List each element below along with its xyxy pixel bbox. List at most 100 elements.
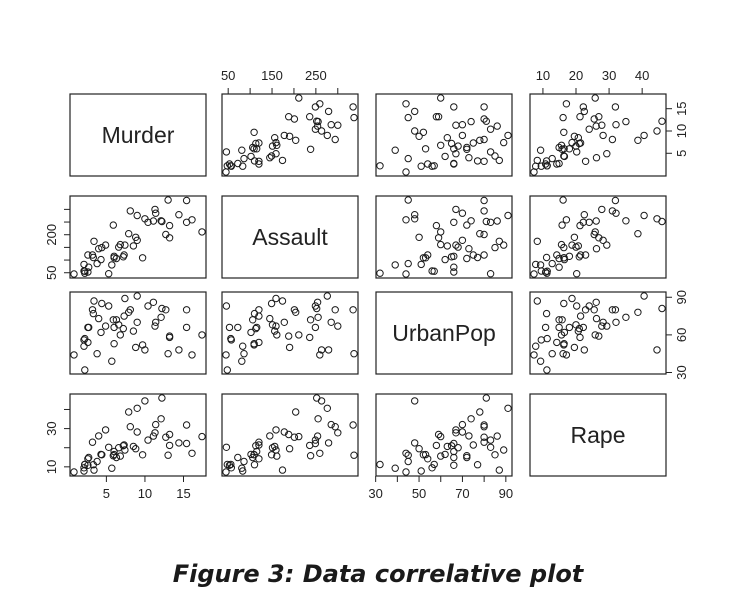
point-murder-rape-29: [568, 138, 576, 147]
point-assault-urbanpop-19: [452, 205, 460, 214]
panel-assault-rape: [529, 195, 667, 279]
point-urbanpop-assault-24: [280, 318, 288, 326]
point-rape-urbanpop-10: [486, 443, 495, 451]
tick-label-right-murder: 10: [674, 124, 689, 138]
point-murder-urbanpop-29: [500, 138, 508, 147]
point-assault-murder-23: [188, 216, 196, 224]
point-rape-urbanpop-47: [391, 464, 399, 472]
point-assault-rape-29: [568, 241, 576, 249]
point-urbanpop-assault-44: [223, 366, 232, 374]
point-rape-murder-40: [93, 457, 101, 466]
point-assault-murder-0: [165, 221, 174, 230]
point-rape-assault-49: [273, 452, 281, 460]
point-assault-rape-26: [560, 255, 569, 264]
point-rape-assault-20: [267, 451, 276, 459]
point-rape-assault-32: [350, 451, 358, 459]
point-rape-urbanpop-30: [458, 420, 467, 429]
point-urbanpop-assault-8: [349, 306, 357, 314]
point-urbanpop-murder-9: [198, 331, 206, 339]
tick-label-bottom-urbanpop: 70: [455, 486, 469, 501]
point-assault-rape-18: [532, 260, 540, 269]
point-assault-murder-33: [70, 270, 78, 278]
variable-label-assault: Assault: [252, 224, 328, 250]
point-rape-urbanpop-29: [500, 446, 508, 454]
point-urbanpop-rape-0: [576, 333, 584, 342]
point-assault-rape-46: [592, 245, 601, 253]
point-rape-assault-37: [249, 453, 257, 462]
point-rape-murder-37: [112, 453, 121, 462]
point-urbanpop-assault-38: [278, 297, 287, 305]
point-rape-urbanpop-12: [486, 436, 495, 444]
point-urbanpop-murder-28: [80, 336, 88, 344]
point-rape-urbanpop-41: [434, 430, 443, 439]
point-murder-urbanpop-42: [480, 115, 488, 123]
point-murder-urbanpop-19: [452, 121, 460, 129]
tick-label-right-urbanpop: 90: [674, 290, 689, 304]
point-murder-urbanpop-34: [469, 139, 477, 147]
point-urbanpop-assault-49: [273, 331, 281, 339]
point-urbanpop-rape-2: [608, 306, 617, 314]
point-urbanpop-murder-23: [188, 351, 196, 359]
point-rape-assault-46: [266, 432, 274, 440]
point-rape-assault-40: [240, 457, 248, 466]
point-assault-rape-40: [548, 259, 556, 268]
point-murder-urbanpop-32: [404, 113, 412, 122]
point-murder-assault-39: [324, 107, 333, 116]
point-assault-murder-43: [88, 251, 97, 259]
figure-caption: Figure 3: Data correlative plot: [172, 560, 584, 588]
point-rape-assault-12: [311, 436, 320, 444]
point-urbanpop-rape-43: [581, 306, 590, 314]
point-rape-murder-39: [175, 439, 183, 447]
point-urbanpop-murder-30: [152, 318, 160, 326]
point-murder-urbanpop-30: [458, 121, 467, 129]
point-assault-rape-21: [622, 217, 630, 225]
point-murder-rape-15: [565, 145, 574, 153]
point-rape-urbanpop-4: [504, 404, 512, 412]
point-murder-rape-36: [603, 150, 611, 158]
point-rape-murder-42: [162, 433, 170, 441]
point-rape-murder-24: [133, 428, 141, 436]
point-murder-assault-28: [227, 162, 236, 170]
point-urbanpop-assault-39: [324, 346, 333, 354]
point-rape-urbanpop-48: [450, 461, 458, 469]
point-murder-rape-37: [555, 143, 563, 152]
point-assault-murder-11: [84, 251, 92, 259]
point-murder-rape-22: [555, 159, 563, 168]
point-assault-urbanpop-17: [450, 218, 458, 227]
point-urbanpop-assault-7: [306, 316, 315, 324]
point-rape-murder-28: [80, 464, 88, 472]
point-urbanpop-assault-31: [313, 298, 322, 306]
point-assault-urbanpop-32: [404, 196, 412, 204]
point-murder-rape-2: [608, 135, 617, 144]
point-murder-assault-45: [271, 134, 279, 142]
point-murder-urbanpop-2: [480, 135, 488, 144]
point-urbanpop-murder-19: [151, 322, 159, 330]
point-rape-murder-17: [182, 439, 191, 448]
point-rape-murder-10: [105, 443, 113, 451]
point-murder-rape-0: [576, 113, 584, 121]
point-murder-urbanpop-16: [419, 128, 428, 137]
point-urbanpop-assault-47: [238, 357, 246, 365]
tick-label-right-urbanpop: 60: [674, 328, 689, 342]
point-assault-rape-45: [574, 242, 582, 250]
point-rape-urbanpop-16: [419, 451, 428, 459]
point-urbanpop-rape-8: [611, 306, 620, 314]
point-murder-assault-44: [223, 162, 232, 170]
point-rape-urbanpop-5: [476, 408, 484, 416]
point-assault-urbanpop-26: [441, 255, 449, 264]
point-rape-murder-22: [85, 453, 93, 462]
point-urbanpop-assault-19: [334, 322, 342, 330]
point-assault-urbanpop-8: [480, 196, 488, 205]
point-assault-murder-21: [157, 217, 165, 225]
point-urbanpop-murder-40: [93, 350, 101, 358]
tick-label-bottom-urbanpop: 90: [499, 486, 513, 501]
point-murder-urbanpop-43: [480, 157, 488, 166]
point-urbanpop-rape-31: [592, 298, 600, 306]
point-assault-rape-32: [559, 196, 567, 204]
point-urbanpop-murder-13: [119, 324, 128, 333]
point-urbanpop-murder-42: [162, 306, 170, 314]
point-assault-murder-34: [120, 251, 128, 259]
point-urbanpop-assault-13: [252, 324, 260, 333]
point-murder-urbanpop-46: [465, 154, 473, 162]
point-assault-rape-10: [573, 270, 581, 278]
